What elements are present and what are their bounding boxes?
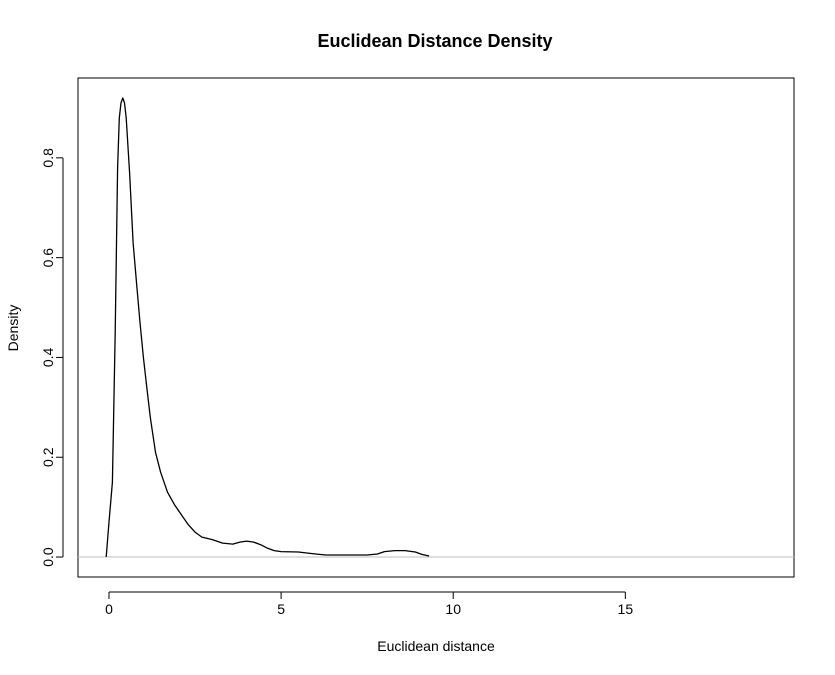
plot-marks xyxy=(78,97,794,558)
plot-box xyxy=(77,77,795,578)
y-axis-label: Density xyxy=(5,305,21,352)
density-curve xyxy=(105,97,430,558)
y-tick-label: 0.6 xyxy=(40,248,56,268)
x-tick-label: 5 xyxy=(277,601,285,617)
y-tick-label: 0.2 xyxy=(40,447,56,467)
chart-title: Euclidean Distance Density xyxy=(317,31,552,51)
y-tick-label: 0.8 xyxy=(40,148,56,168)
y-tick-label: 0.0 xyxy=(40,547,56,567)
x-tick-label: 0 xyxy=(105,601,113,617)
x-axis-label: Euclidean distance xyxy=(377,638,495,654)
axes: 0 5 10 15 0.0 0.2 0.4 0.6 0.8 xyxy=(40,77,795,617)
x-tick-label: 10 xyxy=(445,601,461,617)
y-tick-label: 0.4 xyxy=(40,347,56,367)
x-tick-label: 15 xyxy=(618,601,634,617)
